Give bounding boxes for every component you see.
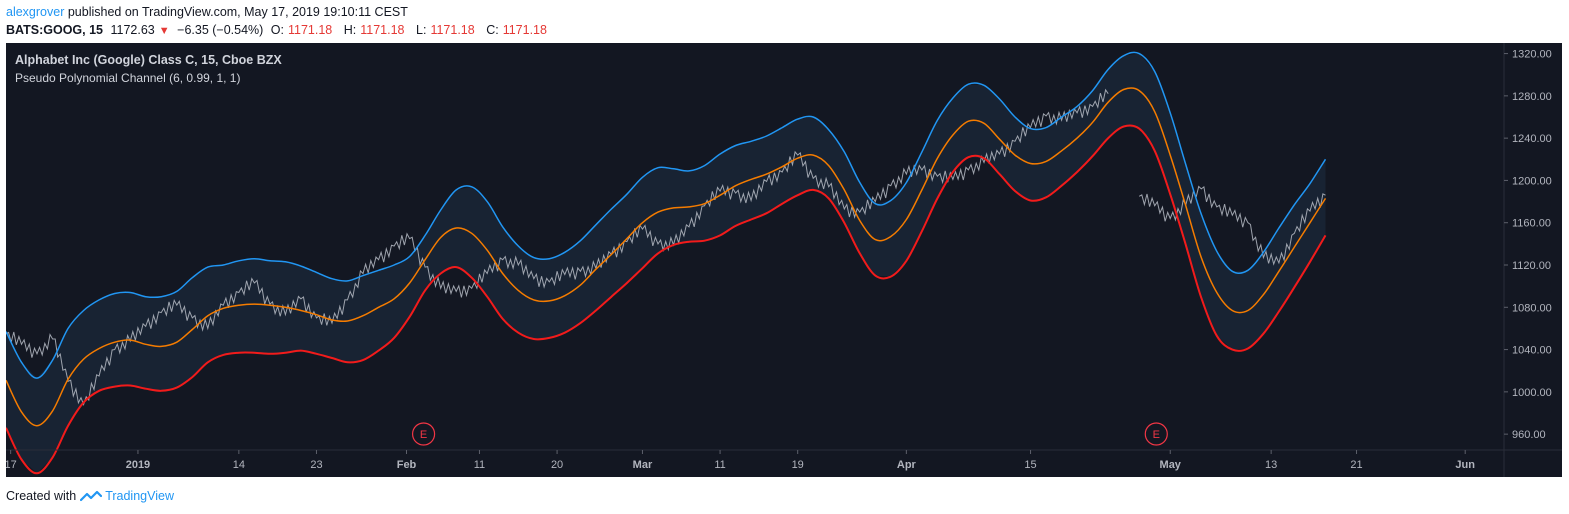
- symbol-info: BATS:GOOG, 15 1172.63 ▼ −6.35 (−0.54%) O:…: [6, 23, 555, 37]
- chart-panel[interactable]: 960.00 1000.00 1040.00 1080.00 1120.00 1160.0…: [6, 43, 1562, 477]
- y-tick-label: 1240.00: [1512, 133, 1552, 145]
- ohlc-close: C: 1171.18: [486, 23, 547, 37]
- last-price: 1172.63: [110, 23, 155, 37]
- publish-info: alexgrover published on TradingView.com,…: [6, 5, 408, 19]
- x-tick-label: Jun: [1455, 459, 1475, 471]
- price-change: −6.35 (−0.54%): [177, 23, 264, 37]
- footer: Created with TradingView: [6, 489, 174, 503]
- x-tick-label: 13: [1265, 459, 1277, 471]
- y-tick-label: 1120.00: [1512, 260, 1551, 272]
- published-text: published on TradingView.com, May 17, 20…: [67, 5, 408, 19]
- x-tick-label: Feb: [397, 459, 417, 471]
- symbol-label: BATS:GOOG, 15: [6, 23, 104, 37]
- x-tick-label: May: [1160, 459, 1182, 471]
- x-tick-label: Mar: [633, 459, 653, 471]
- x-tick-label: 11: [474, 459, 485, 471]
- x-tick-label: 21: [1350, 459, 1362, 471]
- channel-band-fill: [6, 53, 1326, 474]
- price-series-line: [6, 88, 1109, 406]
- x-tick-label: 11: [714, 459, 725, 471]
- created-with-text: Created with: [6, 489, 77, 503]
- price-series-line: [1138, 185, 1326, 266]
- y-tick-label: 960.00: [1512, 429, 1546, 441]
- x-tick-label: 17: [6, 459, 17, 471]
- tradingview-logo-icon: [80, 490, 103, 502]
- x-tick-label: 2019: [126, 459, 150, 471]
- x-tick-label: 23: [310, 459, 322, 471]
- y-tick-label: 1080.00: [1512, 302, 1552, 314]
- x-tick-label: 15: [1024, 459, 1036, 471]
- earnings-marker-label: E: [1153, 429, 1160, 441]
- y-tick-label: 1280.00: [1512, 91, 1552, 103]
- y-tick-label: 1200.00: [1512, 175, 1552, 187]
- earnings-marker-icon: [1144, 422, 1168, 446]
- earnings-marker-icon: [411, 422, 436, 446]
- y-tick-label: 1040.00: [1512, 345, 1552, 357]
- x-tick-label: Apr: [897, 459, 917, 471]
- tradingview-brand-link[interactable]: TradingView: [105, 489, 174, 503]
- ohlc-low: L: 1171.18: [416, 23, 475, 37]
- author-link[interactable]: alexgrover: [6, 5, 65, 19]
- x-tick-label: 20: [551, 459, 563, 471]
- chart-title: Alphabet Inc (Google) Class C, 15, Cboe …: [15, 53, 282, 67]
- price-chart[interactable]: 960.00 1000.00 1040.00 1080.00 1120.00 1160.0…: [6, 43, 1562, 477]
- lower-band-line: [6, 124, 1327, 475]
- ohlc-high: H: 1171.18: [343, 23, 405, 37]
- x-tick-label: 19: [792, 459, 804, 471]
- y-tick-label: 1000.00: [1512, 387, 1552, 399]
- earnings-marker-label: E: [420, 429, 427, 441]
- y-tick-label: 1320.00: [1512, 49, 1552, 61]
- x-tick-label: 14: [233, 459, 245, 471]
- down-arrow-icon: ▼: [158, 25, 170, 37]
- middle-band-line: [6, 87, 1327, 427]
- indicator-label[interactable]: Pseudo Polynomial Channel (6, 0.99, 1, 1…: [15, 71, 241, 85]
- upper-band-line: [6, 51, 1327, 379]
- y-tick-label: 1160.00: [1512, 218, 1551, 230]
- ohlc-open: O: 1171.18: [270, 23, 333, 37]
